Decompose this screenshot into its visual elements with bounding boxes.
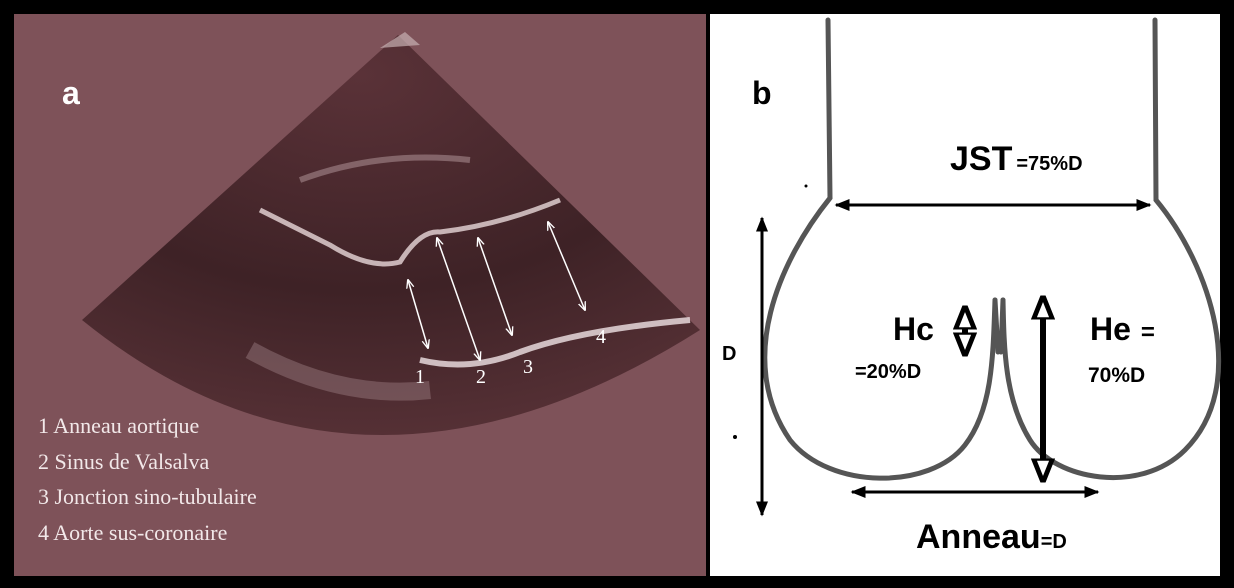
d-label: D	[722, 343, 736, 365]
marker: 4	[596, 326, 606, 348]
legend-item: 1 Anneau aortique	[38, 413, 199, 438]
hc-value: =20%D	[855, 361, 921, 383]
figure: a 1 2 3 4 1 Anneau aortique 2 Sinus de V…	[0, 0, 1234, 588]
marker: 2	[476, 366, 486, 388]
panel-label: b	[752, 75, 772, 111]
he-eq: =	[1141, 319, 1155, 346]
jst-value: =75%D	[1016, 153, 1082, 175]
panel-label: a	[62, 75, 80, 111]
marker: 1	[415, 366, 425, 388]
he-value: 70%D	[1088, 364, 1145, 387]
marker: 3	[523, 356, 533, 378]
jst-name: JST	[950, 140, 1013, 178]
hc-name: Hc	[893, 311, 934, 347]
anneau-value: =D	[1041, 531, 1067, 553]
legend-item: 3 Jonction sino-tubulaire	[38, 484, 257, 509]
anneau-name: Anneau	[916, 518, 1041, 556]
legend-item: 2 Sinus de Valsalva	[38, 449, 210, 474]
legend-item: 4 Aorte sus-coronaire	[38, 520, 227, 545]
he-name: He	[1090, 311, 1131, 347]
